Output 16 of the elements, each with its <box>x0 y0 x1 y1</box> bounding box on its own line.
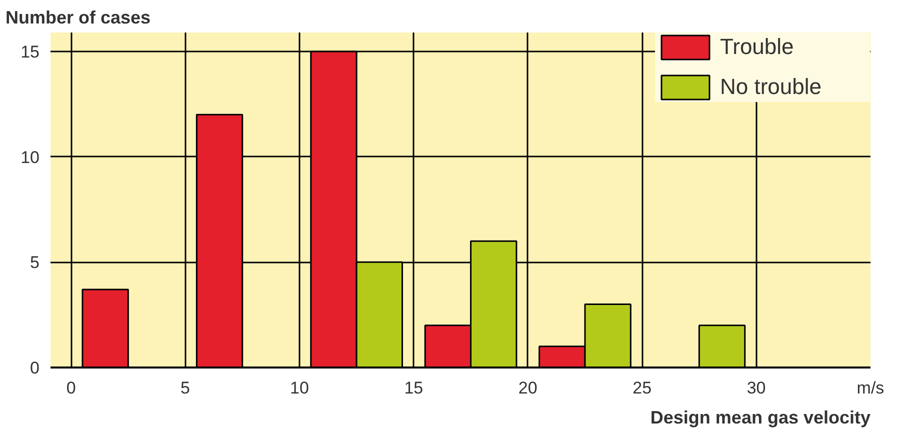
x-tick-label: 30 <box>746 378 766 398</box>
legend-label: Trouble <box>720 34 795 60</box>
y-tick-label: 0 <box>30 358 40 378</box>
x-tick-label: 25 <box>632 378 652 398</box>
y-tick-label: 15 <box>20 42 40 62</box>
x-tick-label: 15 <box>404 378 424 398</box>
y-tick-label: 10 <box>20 148 40 167</box>
x-tick-label: 10 <box>290 378 309 398</box>
y-tick-label: 5 <box>30 253 40 272</box>
x-tick-label: 0 <box>66 378 76 398</box>
x-tick-label: 5 <box>180 378 190 398</box>
legend-label: No trouble <box>720 74 823 100</box>
y-axis-title: Number of cases <box>6 8 151 28</box>
x-tick-label: 20 <box>518 378 538 398</box>
x-axis-title: Design mean gas velocity <box>650 408 871 428</box>
x-tick-label: m/s <box>856 378 884 398</box>
